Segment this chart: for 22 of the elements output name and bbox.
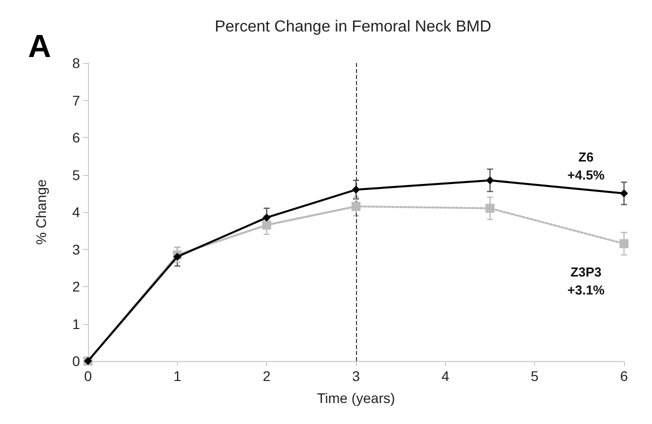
y-tick-label: 4	[72, 204, 80, 220]
y-tick-label: 3	[72, 241, 80, 258]
x-tick-label: 5	[530, 368, 539, 384]
annotation: Z6 +4.5%	[567, 150, 606, 182]
y-tick-label: 0	[72, 353, 80, 369]
x-tick-label: 4	[441, 368, 450, 384]
y-tick-label: 6	[72, 130, 80, 146]
y-tick-label: 2	[72, 278, 80, 294]
x-axis-title: Time (years)	[316, 390, 396, 406]
x-tick-label: 1	[173, 368, 182, 384]
y-tick-label: 5	[72, 166, 80, 183]
y-tick-label: 1	[72, 316, 80, 332]
x-tick-label: 0	[84, 368, 92, 384]
x-tick-label: 3	[352, 368, 360, 384]
x-tick-label: 6	[620, 368, 628, 384]
text: A	[28, 28, 52, 64]
chart-title: Percent Change in Femoral Neck BMD	[214, 18, 492, 36]
x-tick-label: 2	[262, 368, 271, 384]
y-axis-title: % Change	[33, 179, 49, 245]
y-tick-label: 8	[72, 55, 80, 71]
y-tick-label: 7	[72, 92, 80, 108]
annotation: Z3P3 +3.1%	[567, 264, 606, 298]
